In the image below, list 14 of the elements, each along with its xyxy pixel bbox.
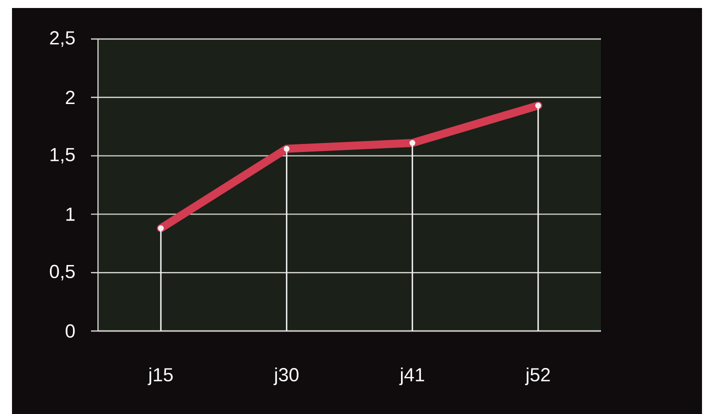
y-tick-label: 0,5 bbox=[50, 264, 75, 280]
point bbox=[409, 140, 416, 146]
x-tick-label: j15 bbox=[148, 368, 173, 386]
x-tick-label: j41 bbox=[399, 368, 424, 386]
y-tick-label: 0 bbox=[66, 324, 75, 338]
y-tick-label: 1 bbox=[66, 208, 75, 221]
y-tick-label: 1,5 bbox=[50, 148, 75, 164]
point bbox=[158, 225, 164, 232]
point bbox=[535, 102, 542, 108]
point bbox=[284, 146, 290, 152]
y-tick-label: 2 bbox=[66, 90, 75, 104]
x-tick-label: j52 bbox=[525, 368, 550, 386]
y-tick-label: 2,5 bbox=[50, 31, 75, 47]
x-tick-label: j30 bbox=[274, 368, 299, 386]
